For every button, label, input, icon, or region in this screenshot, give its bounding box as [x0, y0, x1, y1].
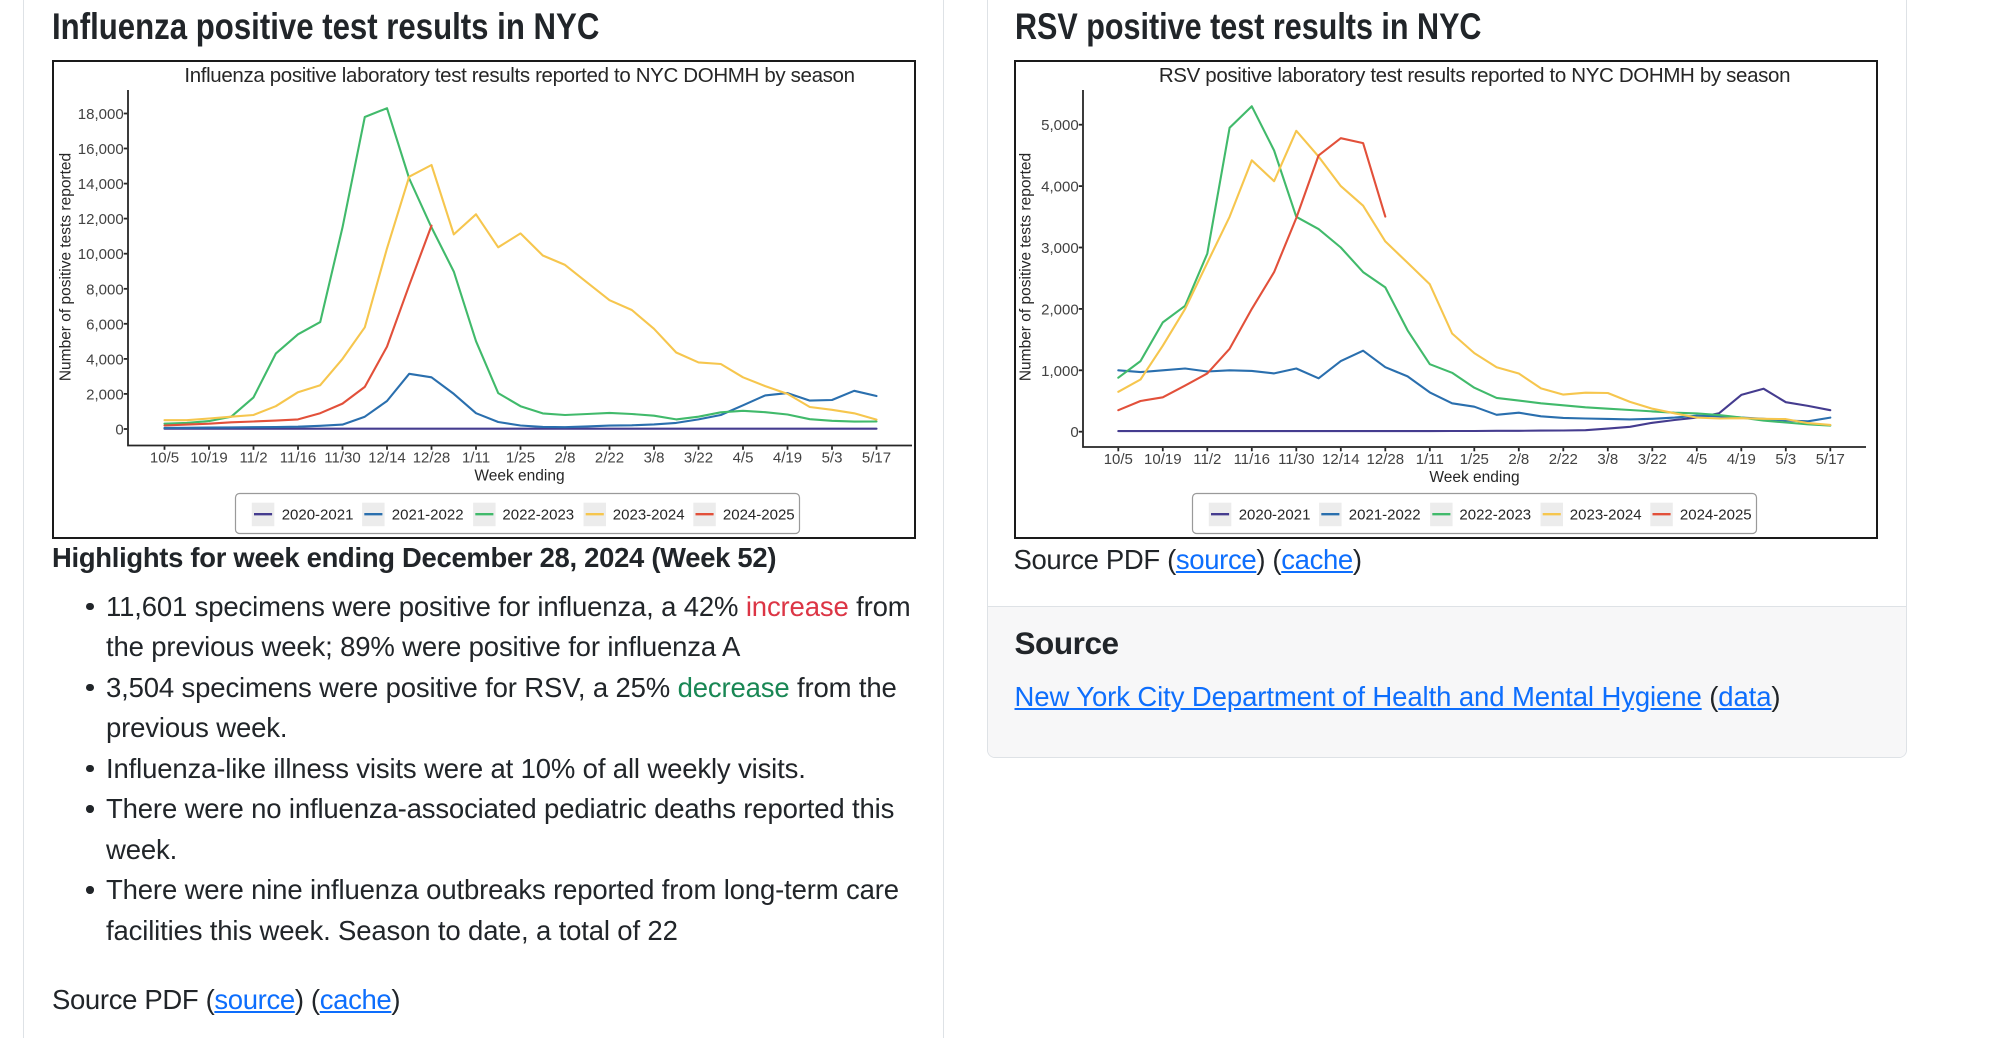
- svg-text:18,000: 18,000: [78, 106, 124, 123]
- svg-text:4,000: 4,000: [1041, 179, 1079, 196]
- svg-text:4/19: 4/19: [1727, 451, 1756, 468]
- svg-text:2024-2025: 2024-2025: [1680, 507, 1752, 524]
- svg-text:10/19: 10/19: [1144, 451, 1182, 468]
- svg-text:3/22: 3/22: [684, 450, 713, 467]
- svg-text:12/28: 12/28: [1367, 451, 1405, 468]
- svg-text:5/17: 5/17: [1816, 451, 1845, 468]
- svg-text:11/30: 11/30: [1278, 451, 1314, 468]
- svg-text:11/2: 11/2: [239, 450, 267, 467]
- svg-text:12/28: 12/28: [413, 450, 451, 467]
- svg-text:10/19: 10/19: [190, 450, 228, 467]
- svg-text:3/22: 3/22: [1638, 451, 1667, 468]
- svg-text:4/19: 4/19: [773, 450, 802, 467]
- svg-text:12/14: 12/14: [368, 450, 406, 467]
- svg-text:2023-2024: 2023-2024: [613, 507, 685, 524]
- svg-text:10/5: 10/5: [1104, 451, 1133, 468]
- svg-text:2023-2024: 2023-2024: [1570, 507, 1642, 524]
- svg-text:3,000: 3,000: [1041, 240, 1079, 257]
- svg-text:6,000: 6,000: [86, 316, 124, 333]
- svg-text:2/22: 2/22: [595, 450, 624, 467]
- svg-text:10,000: 10,000: [78, 246, 124, 263]
- svg-text:2022-2023: 2022-2023: [502, 507, 574, 524]
- svg-text:1/11: 1/11: [462, 450, 490, 467]
- svg-text:4/5: 4/5: [1686, 451, 1707, 468]
- svg-text:16,000: 16,000: [78, 141, 124, 158]
- svg-text:4/5: 4/5: [733, 450, 754, 467]
- svg-text:Influenza positive laboratory: Influenza positive laboratory test resul…: [184, 64, 854, 87]
- svg-text:2,000: 2,000: [1041, 301, 1079, 318]
- svg-text:RSV positive laboratory test r: RSV positive laboratory test results rep…: [1159, 64, 1790, 87]
- svg-text:3/8: 3/8: [1597, 451, 1618, 468]
- svg-text:8,000: 8,000: [86, 281, 124, 298]
- svg-text:14,000: 14,000: [78, 176, 124, 193]
- svg-text:1/11: 1/11: [1416, 451, 1444, 468]
- svg-text:5/17: 5/17: [862, 450, 891, 467]
- svg-text:2,000: 2,000: [86, 386, 124, 403]
- svg-text:2024-2025: 2024-2025: [723, 507, 795, 524]
- svg-text:11/30: 11/30: [324, 450, 360, 467]
- svg-text:Week ending: Week ending: [1429, 469, 1519, 486]
- svg-text:2/22: 2/22: [1549, 451, 1578, 468]
- svg-text:2/8: 2/8: [1508, 451, 1529, 468]
- svg-text:12/14: 12/14: [1322, 451, 1360, 468]
- svg-text:10/5: 10/5: [150, 450, 179, 467]
- svg-text:12,000: 12,000: [78, 211, 124, 228]
- svg-text:Number of positive tests repor: Number of positive tests reported: [58, 153, 75, 381]
- svg-text:1/25: 1/25: [1460, 451, 1489, 468]
- svg-text:2/8: 2/8: [555, 450, 576, 467]
- svg-text:0: 0: [1070, 424, 1078, 441]
- svg-text:0: 0: [115, 422, 123, 439]
- svg-text:5,000: 5,000: [1041, 117, 1079, 134]
- svg-text:2022-2023: 2022-2023: [1459, 507, 1531, 524]
- svg-text:2021-2022: 2021-2022: [1349, 507, 1421, 524]
- svg-text:2020-2021: 2020-2021: [282, 507, 354, 524]
- svg-text:Number of positive tests repor: Number of positive tests reported: [1018, 153, 1035, 381]
- svg-text:1,000: 1,000: [1041, 363, 1079, 380]
- svg-text:Week ending: Week ending: [474, 467, 564, 484]
- svg-text:3/8: 3/8: [644, 450, 665, 467]
- svg-text:11/16: 11/16: [1234, 451, 1270, 468]
- svg-text:2021-2022: 2021-2022: [392, 507, 464, 524]
- svg-text:5/3: 5/3: [822, 450, 843, 467]
- svg-text:4,000: 4,000: [86, 351, 124, 368]
- svg-text:5/3: 5/3: [1775, 451, 1796, 468]
- svg-text:11/16: 11/16: [280, 450, 316, 467]
- svg-text:11/2: 11/2: [1193, 451, 1221, 468]
- svg-text:1/25: 1/25: [506, 450, 535, 467]
- svg-text:2020-2021: 2020-2021: [1239, 507, 1311, 524]
